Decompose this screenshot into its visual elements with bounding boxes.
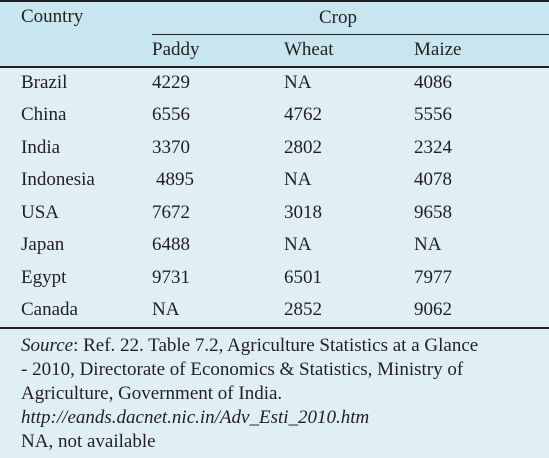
cell-maize: 7977 xyxy=(414,267,452,288)
source-line-1: Source: Ref. 22. Table 7.2, Agriculture … xyxy=(21,334,478,358)
cell-paddy: 4895 xyxy=(156,169,194,190)
cell-maize: 2324 xyxy=(414,137,452,158)
cell-wheat: 3018 xyxy=(284,202,322,223)
cell-paddy: 7672 xyxy=(152,202,190,223)
na-note: NA, not available xyxy=(21,431,156,452)
header-bottom-rule xyxy=(0,66,549,68)
cell-paddy: 6488 xyxy=(152,234,190,255)
header-wheat: Wheat xyxy=(284,39,334,60)
source-line-2: - 2010, Directorate of Economics & Stati… xyxy=(21,359,464,380)
cell-wheat: 2852 xyxy=(284,299,322,320)
cell-wheat: NA xyxy=(284,234,312,255)
cell-wheat: NA xyxy=(284,72,312,93)
cell-country: India xyxy=(21,137,61,158)
source-label: Source xyxy=(21,335,74,356)
cell-maize: NA xyxy=(414,234,442,255)
cell-maize: 5556 xyxy=(414,104,452,125)
cell-paddy: 4229 xyxy=(152,72,190,93)
source-url-text: http://eands.dacnet.nic.in/Adv_Esti_2010… xyxy=(21,407,370,428)
cell-paddy: NA xyxy=(152,299,180,320)
cell-maize: 4078 xyxy=(414,169,452,190)
header-maize: Maize xyxy=(414,39,462,60)
cell-maize: 9658 xyxy=(414,202,452,223)
cell-country: Indonesia xyxy=(21,169,95,190)
source-line-3: Agriculture, Government of India. xyxy=(21,383,283,404)
header-paddy: Paddy xyxy=(152,39,200,60)
cell-country: Brazil xyxy=(21,72,68,93)
source-text-1: : Ref. 22. Table 7.2, Agriculture Statis… xyxy=(73,335,479,356)
cell-wheat: NA xyxy=(284,169,312,190)
cell-paddy: 3370 xyxy=(152,137,190,158)
cell-country: China xyxy=(21,104,67,125)
top-rule xyxy=(0,0,549,2)
cell-wheat: 4762 xyxy=(284,104,322,125)
header-country: Country xyxy=(21,6,84,27)
header-crop: Crop xyxy=(319,7,357,28)
crop-group-rule xyxy=(152,34,549,35)
cell-country: Canada xyxy=(21,299,78,320)
cell-wheat: 2802 xyxy=(284,137,322,158)
cell-country: USA xyxy=(21,202,60,223)
table-header-band xyxy=(0,0,549,67)
cell-paddy: 6556 xyxy=(152,104,190,125)
cell-wheat: 6501 xyxy=(284,267,322,288)
table-bottom-rule xyxy=(0,327,549,329)
source-url: http://eands.dacnet.nic.in/Adv_Esti_2010… xyxy=(21,406,369,430)
cell-country: Egypt xyxy=(21,267,67,288)
cell-country: Japan xyxy=(21,234,65,255)
cell-maize: 9062 xyxy=(414,299,452,320)
cell-paddy: 9731 xyxy=(152,267,190,288)
cell-maize: 4086 xyxy=(414,72,452,93)
